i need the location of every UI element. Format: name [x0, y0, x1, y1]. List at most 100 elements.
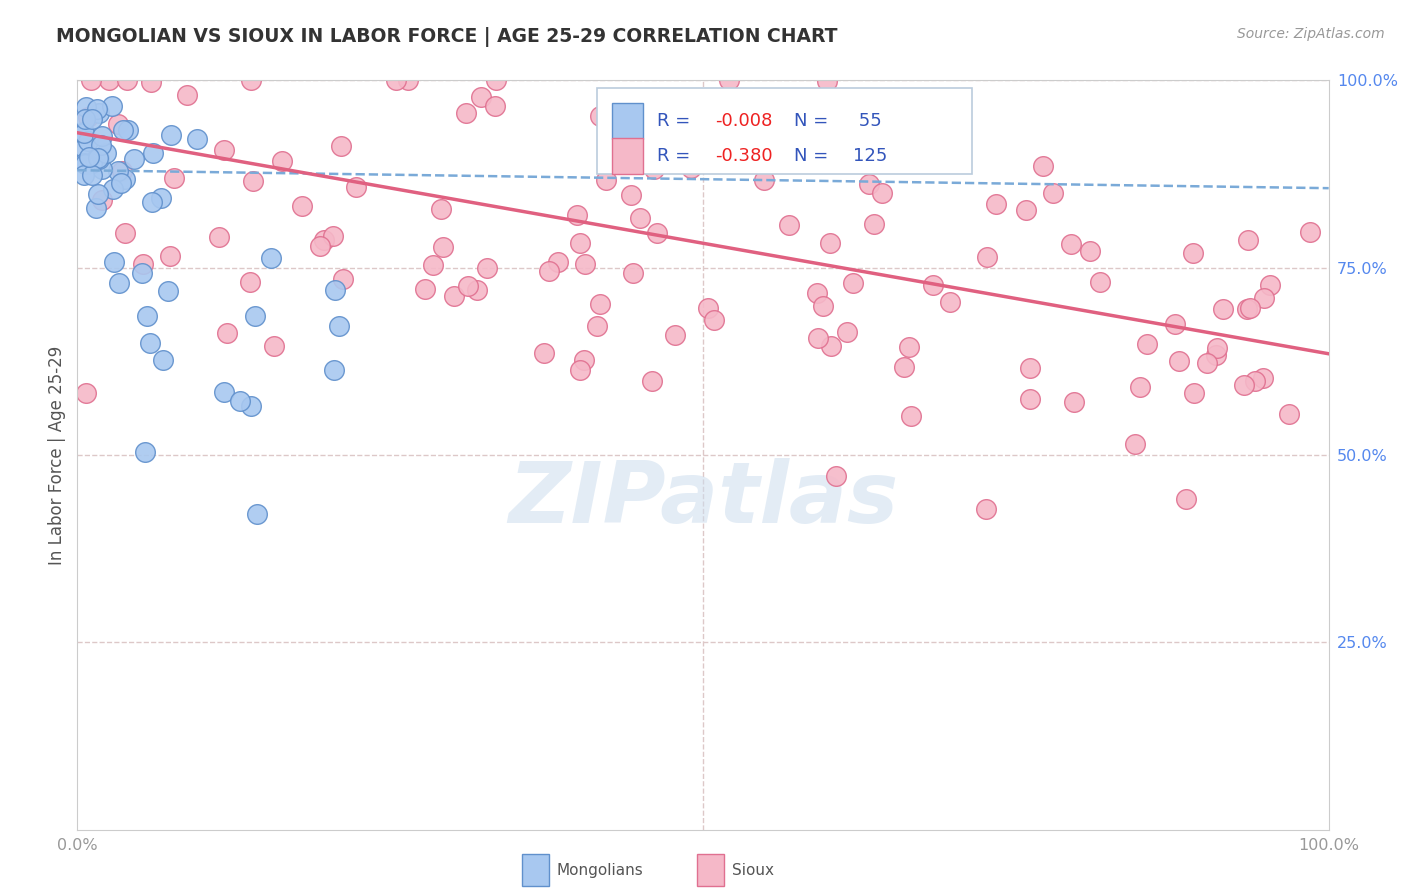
- Point: [76, 157, 98, 171]
- Point: [112, 123, 135, 137]
- Point: [1019, 360, 1042, 375]
- Point: [1182, 245, 1205, 260]
- Point: [717, 73, 740, 87]
- Point: [1032, 159, 1054, 173]
- Point: [115, 73, 138, 87]
- Point: [842, 276, 865, 290]
- Point: [86, 186, 108, 201]
- Point: [75, 100, 97, 114]
- Text: Mongolians: Mongolians: [557, 863, 644, 879]
- Point: [87, 105, 110, 120]
- Point: [976, 250, 998, 264]
- Point: [229, 393, 252, 408]
- Point: [898, 340, 921, 354]
- Point: [98, 73, 121, 87]
- Point: [385, 73, 408, 87]
- Point: [807, 331, 830, 345]
- Point: [87, 153, 110, 167]
- Point: [454, 106, 477, 120]
- Point: [91, 128, 114, 143]
- Point: [72, 140, 94, 154]
- Point: [259, 251, 281, 265]
- Point: [207, 230, 229, 244]
- Point: [1042, 186, 1064, 200]
- Point: [484, 99, 506, 113]
- Point: [157, 284, 180, 298]
- Point: [1251, 371, 1274, 385]
- Point: [160, 128, 183, 142]
- Point: [89, 138, 111, 153]
- Point: [1182, 385, 1205, 400]
- Point: [537, 264, 560, 278]
- Point: [322, 362, 344, 376]
- Text: MONGOLIAN VS SIOUX IN LABOR FORCE | AGE 25-29 CORRELATION CHART: MONGOLIAN VS SIOUX IN LABOR FORCE | AGE …: [56, 27, 838, 46]
- Point: [870, 186, 893, 200]
- Point: [730, 133, 752, 147]
- Text: -0.380: -0.380: [716, 147, 773, 165]
- Point: [1244, 374, 1267, 388]
- Point: [309, 238, 332, 252]
- Text: N =: N =: [794, 147, 834, 165]
- Point: [75, 385, 97, 400]
- Point: [574, 257, 596, 271]
- Point: [77, 150, 100, 164]
- FancyBboxPatch shape: [612, 138, 643, 174]
- Point: [976, 502, 998, 516]
- Text: Source: ZipAtlas.com: Source: ZipAtlas.com: [1237, 27, 1385, 41]
- Point: [572, 353, 595, 368]
- Point: [239, 73, 262, 87]
- Point: [1195, 356, 1218, 370]
- Point: [1059, 237, 1081, 252]
- Point: [1015, 203, 1038, 218]
- Point: [568, 363, 591, 377]
- Point: [585, 319, 607, 334]
- Y-axis label: In Labor Force | Age 25-29: In Labor Force | Age 25-29: [48, 345, 66, 565]
- Point: [547, 255, 569, 269]
- Point: [1299, 225, 1322, 239]
- Point: [679, 161, 702, 175]
- Point: [176, 88, 198, 103]
- Point: [141, 145, 163, 160]
- Point: [921, 278, 943, 293]
- Point: [73, 112, 96, 126]
- Point: [671, 114, 693, 128]
- Point: [1123, 437, 1146, 451]
- Point: [159, 249, 181, 263]
- Point: [1212, 302, 1234, 317]
- Point: [858, 177, 880, 191]
- FancyBboxPatch shape: [612, 103, 643, 139]
- Point: [101, 182, 124, 196]
- Point: [863, 218, 886, 232]
- Point: [77, 134, 100, 148]
- Point: [569, 235, 592, 250]
- Point: [820, 235, 842, 250]
- Point: [477, 260, 499, 275]
- Point: [246, 507, 269, 521]
- Point: [778, 218, 800, 232]
- Point: [110, 176, 132, 190]
- Point: [567, 208, 589, 222]
- Point: [332, 272, 354, 286]
- Point: [263, 338, 285, 352]
- Point: [242, 174, 264, 188]
- Point: [214, 384, 236, 399]
- Point: [108, 277, 131, 291]
- Point: [1136, 337, 1159, 351]
- Point: [107, 163, 129, 178]
- Point: [122, 152, 145, 166]
- Point: [1175, 491, 1198, 506]
- Point: [72, 168, 94, 182]
- Text: R =: R =: [657, 112, 696, 129]
- Point: [90, 193, 112, 207]
- Point: [835, 326, 858, 340]
- Point: [141, 75, 163, 89]
- Text: N =: N =: [794, 112, 834, 129]
- Point: [328, 319, 350, 334]
- Point: [470, 90, 492, 104]
- Point: [429, 202, 451, 216]
- Point: [135, 309, 157, 323]
- Point: [654, 100, 676, 114]
- Point: [443, 288, 465, 302]
- Point: [589, 297, 612, 311]
- Point: [141, 195, 163, 210]
